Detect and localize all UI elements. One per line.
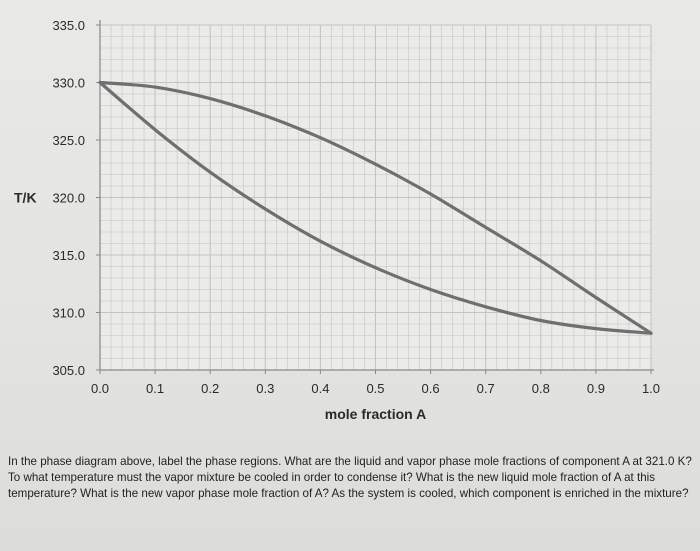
x-tick-label: 1.0	[642, 381, 660, 396]
lower-phase-curve	[98, 80, 653, 335]
question-text: In the phase diagram above, label the ph…	[8, 455, 692, 500]
x-tick-label: 0.4	[311, 381, 329, 396]
y-tick-label: 305.0	[52, 363, 85, 378]
x-tick-label: 0.6	[422, 381, 440, 396]
x-tick-label: 0.8	[532, 381, 550, 396]
y-axis-label: T/K	[14, 190, 37, 206]
y-tick-label: 335.0	[52, 18, 85, 33]
y-tick-label: 325.0	[52, 133, 85, 148]
y-tick-label: 320.0	[52, 191, 85, 206]
x-tick-label: 0.2	[201, 381, 219, 396]
x-tick-label: 0.3	[256, 381, 274, 396]
x-tick-label: 0.9	[587, 381, 605, 396]
y-tick-label: 315.0	[52, 248, 85, 263]
x-axis-label: mole fraction A	[325, 406, 426, 422]
x-tick-label: 0.5	[366, 381, 384, 396]
phase-diagram-chart: 305.0 310.0 315.0 320.0 325.0 330.0 335.0 0.0 0.…	[14, 18, 660, 422]
y-tick-label: 330.0	[52, 76, 85, 91]
upper-phase-curve	[98, 80, 653, 335]
y-tick-label: 310.0	[52, 306, 85, 321]
x-tick-label: 0.0	[91, 381, 109, 396]
x-tick-label: 0.7	[477, 381, 495, 396]
x-tick-label: 0.1	[146, 381, 164, 396]
